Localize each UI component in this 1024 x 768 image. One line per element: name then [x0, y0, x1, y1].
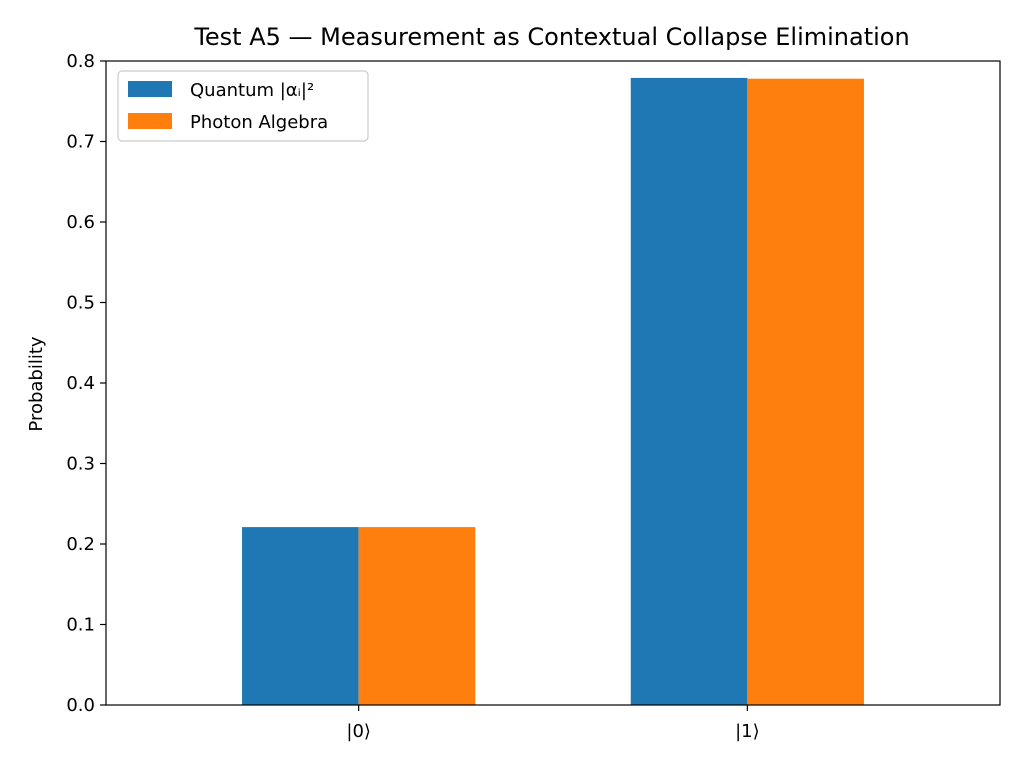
bar-quantum-0 [242, 527, 359, 705]
y-tick-label: 0.1 [66, 615, 95, 636]
legend-label: Photon Algebra [190, 112, 328, 133]
legend-box [117, 70, 369, 142]
x-axis: |0⟩ |1⟩ [346, 705, 760, 742]
y-tick-label: 0.7 [66, 132, 95, 153]
legend: Quantum |αᵢ|² Photon Algebra [117, 70, 369, 142]
bar-photon-algebra-0 [358, 527, 476, 705]
y-tick-label: 0.6 [66, 212, 95, 233]
legend-swatch [128, 113, 172, 129]
y-axis-label: Probability [26, 336, 47, 431]
bar-photon-algebra-1 [747, 78, 864, 705]
y-tick-label: 0.3 [66, 454, 95, 475]
y-tick-label: 0.8 [66, 51, 95, 72]
y-tick-label: 0.4 [66, 373, 95, 394]
y-axis: 0.0 0.1 0.2 0.3 0.4 0.5 0.6 0.7 0.8 [66, 51, 106, 716]
y-tick-label: 0.5 [66, 293, 95, 314]
x-tick-label: |0⟩ [346, 721, 371, 742]
legend-swatch [128, 81, 172, 97]
x-tick-label: |1⟩ [735, 721, 760, 742]
plot-area [105, 60, 1001, 706]
bar-quantum-1 [630, 77, 748, 705]
y-tick-label: 0.0 [66, 695, 95, 716]
chart-title: Test A5 — Measurement as Contextual Coll… [193, 23, 909, 51]
legend-label: Quantum |αᵢ|² [190, 80, 314, 101]
y-tick-label: 0.2 [66, 534, 95, 555]
